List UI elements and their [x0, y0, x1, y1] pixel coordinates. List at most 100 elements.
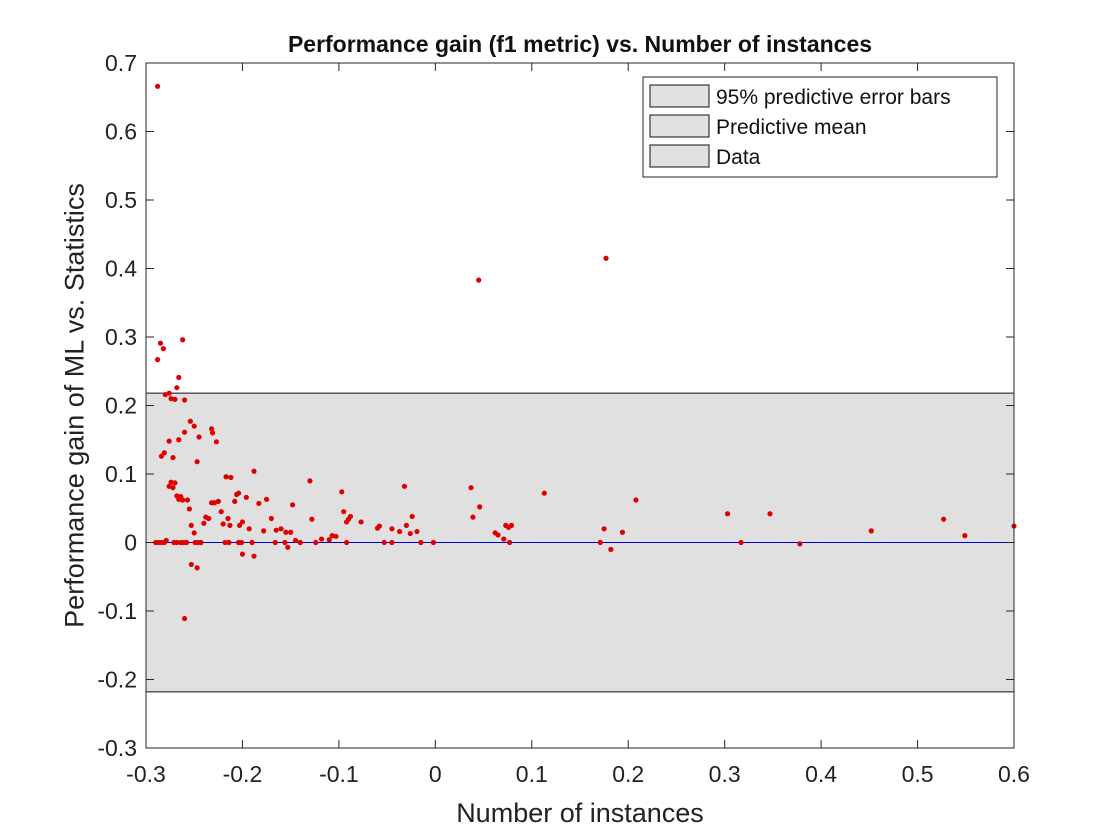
data-point [341, 509, 347, 515]
x-tick-label: -0.1 [319, 761, 359, 787]
data-point [409, 513, 415, 520]
data-point [183, 539, 190, 546]
data-point [381, 539, 387, 546]
data-point [201, 520, 207, 526]
data-point [188, 522, 194, 528]
data-point [601, 526, 607, 532]
data-point [170, 454, 176, 461]
data-point [297, 539, 303, 546]
data-point [184, 497, 191, 503]
data-point [181, 429, 188, 435]
data-point [797, 541, 803, 547]
data-point [313, 539, 319, 546]
data-point [329, 533, 335, 539]
data-point [215, 498, 221, 504]
data-point [251, 553, 257, 559]
data-point [501, 536, 507, 542]
data-point [283, 529, 289, 535]
legend-swatch [649, 144, 710, 168]
data-point [228, 474, 234, 481]
data-point [767, 511, 773, 517]
data-point [962, 533, 968, 539]
data-point [495, 532, 501, 538]
data-point [506, 539, 513, 546]
y-tick-label: -0.1 [97, 598, 137, 624]
data-point [198, 539, 204, 546]
data-point [288, 529, 294, 535]
data-point [430, 539, 437, 546]
x-tick-label: 0.1 [516, 761, 548, 787]
data-point [261, 528, 267, 534]
data-point [166, 390, 172, 396]
data-point [268, 515, 274, 522]
data-point [597, 539, 603, 546]
data-point [223, 474, 229, 480]
data-point [307, 478, 313, 484]
data-point [218, 509, 224, 515]
legend-entry-label: Data [716, 146, 761, 169]
data-point [868, 528, 874, 534]
data-point [161, 450, 167, 456]
data-point [344, 539, 350, 546]
data-point [208, 426, 215, 432]
data-point [273, 527, 279, 533]
data-point [256, 500, 262, 507]
y-axis-ticks: -0.3 -0.2 -0.1 0 0.1 0.2 0.3 0.4 0.5 0.6 0.7 [97, 50, 1014, 761]
data-point [227, 522, 233, 528]
data-point [633, 497, 639, 503]
y-tick-label: 0.1 [105, 461, 137, 487]
data-point [309, 516, 315, 522]
data-point [418, 539, 424, 546]
data-point [249, 539, 255, 546]
data-point [236, 522, 243, 528]
data-point [476, 277, 482, 283]
y-tick-label: 0.7 [105, 50, 137, 76]
data-point [154, 357, 161, 363]
data-point [407, 530, 413, 537]
data-point [401, 483, 408, 489]
data-point [166, 438, 172, 444]
data-point [278, 526, 284, 532]
data-point [168, 396, 174, 402]
data-point [251, 468, 257, 474]
data-point [194, 459, 200, 465]
data-point [188, 561, 194, 568]
legend-swatch [649, 84, 710, 108]
data-point [347, 513, 354, 520]
data-point [508, 522, 515, 528]
data-point [186, 506, 192, 512]
data-point [285, 544, 291, 550]
data-point [318, 536, 325, 542]
x-tick-label: 0.6 [998, 761, 1030, 787]
data-point [180, 337, 186, 343]
data-point [541, 490, 547, 496]
data-point [157, 340, 164, 346]
y-axis-title: Performance gain of ML vs. Statistics [59, 183, 89, 628]
legend-swatch [649, 114, 710, 138]
data-point [246, 526, 252, 532]
data-point [172, 396, 178, 402]
data-point [397, 528, 403, 535]
data-point [209, 430, 216, 436]
data-point [174, 539, 180, 546]
legend[interactable]: 95% predictive error bars Predictive mean… [642, 76, 998, 178]
data-point [358, 519, 364, 525]
data-point [603, 255, 609, 261]
data-point [158, 453, 165, 459]
data-point [226, 539, 232, 546]
data-points-layer [153, 83, 1017, 622]
data-point [403, 522, 409, 528]
data-point [176, 437, 182, 443]
data-point [181, 615, 188, 622]
data-point [154, 83, 161, 89]
legend-entry-label: Predictive mean [716, 116, 867, 139]
data-point [213, 439, 220, 445]
data-point [477, 504, 483, 510]
data-point [196, 434, 202, 440]
data-point [292, 537, 299, 544]
data-point [187, 418, 193, 424]
data-point [289, 502, 296, 508]
data-point [470, 514, 476, 520]
data-point [235, 490, 242, 496]
y-tick-label: -0.2 [97, 667, 137, 693]
